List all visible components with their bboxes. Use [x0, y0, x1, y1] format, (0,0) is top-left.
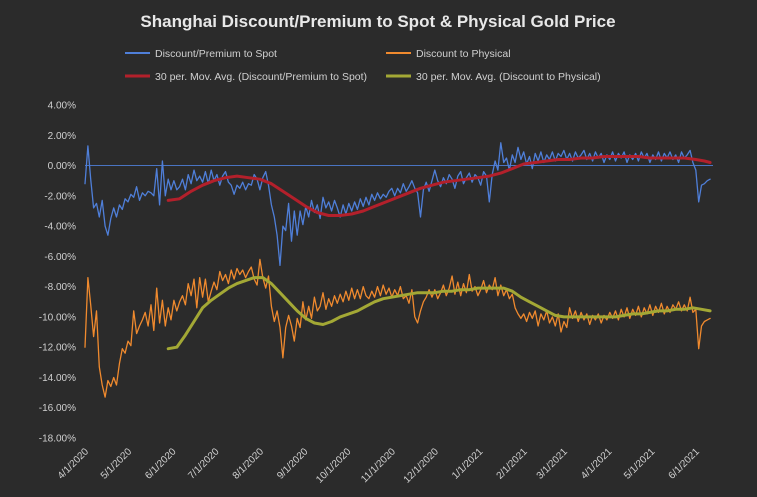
x-tick-label: 12/1/2020 — [402, 446, 442, 486]
series-line-physical-ma — [166, 276, 712, 351]
y-tick-label: -4.00% — [44, 222, 76, 233]
x-tick-label: 2/1/2021 — [495, 446, 531, 482]
y-tick-label: -2.00% — [44, 191, 76, 202]
legend: Discount/Premium to Spot Discount to Phy… — [125, 48, 601, 83]
y-tick-label: 2.00% — [48, 131, 76, 142]
x-tick-label: 5/1/2020 — [99, 446, 135, 482]
x-tick-label: 11/1/2020 — [359, 446, 398, 485]
x-tick-label: 4/1/2021 — [579, 446, 615, 482]
x-tick-label: 3/1/2021 — [535, 446, 571, 482]
x-tick-label: 8/1/2020 — [231, 446, 267, 482]
x-tick-label: 6/1/2020 — [143, 446, 179, 482]
series-line-spot-ma — [166, 155, 712, 217]
legend-label-spot: Discount/Premium to Spot — [155, 48, 277, 60]
x-tick-label: 9/1/2020 — [275, 446, 311, 482]
x-tick-label: 10/1/2020 — [314, 446, 354, 486]
series-line-spot — [84, 142, 711, 267]
x-tick-label: 5/1/2021 — [622, 446, 658, 482]
y-tick-label: -8.00% — [44, 282, 76, 293]
legend-label-physical-ma: 30 per. Mov. Avg. (Discount to Physical) — [416, 71, 601, 83]
legend-label-physical: Discount to Physical — [416, 48, 511, 60]
x-tick-label: 7/1/2020 — [186, 446, 222, 482]
x-tick-label: 6/1/2021 — [667, 446, 703, 482]
y-tick-label: 0.00% — [48, 161, 76, 172]
chart-title: Shanghai Discount/Premium to Spot & Phys… — [140, 12, 615, 31]
y-axis: 4.00% 2.00% 0.00% -2.00% -4.00% -6.00% -8.00% -… — [39, 101, 76, 445]
y-tick-label: -18.00% — [39, 434, 76, 445]
y-tick-label: -16.00% — [39, 403, 76, 414]
y-tick-label: -12.00% — [39, 343, 76, 354]
series-line-physical — [84, 258, 711, 398]
x-tick-label: 1/1/2021 — [450, 446, 486, 482]
y-tick-label: -6.00% — [44, 252, 76, 263]
legend-label-spot-ma: 30 per. Mov. Avg. (Discount/Premium to S… — [155, 71, 367, 83]
x-axis: 4/1/2020 5/1/2020 6/1/2020 7/1/2020 8/1/2020… — [56, 446, 702, 486]
y-tick-label: 4.00% — [48, 101, 76, 112]
series-layer — [84, 142, 712, 398]
y-tick-label: -10.00% — [39, 312, 76, 323]
y-tick-label: -14.00% — [39, 373, 76, 384]
x-tick-label: 4/1/2020 — [56, 446, 92, 482]
